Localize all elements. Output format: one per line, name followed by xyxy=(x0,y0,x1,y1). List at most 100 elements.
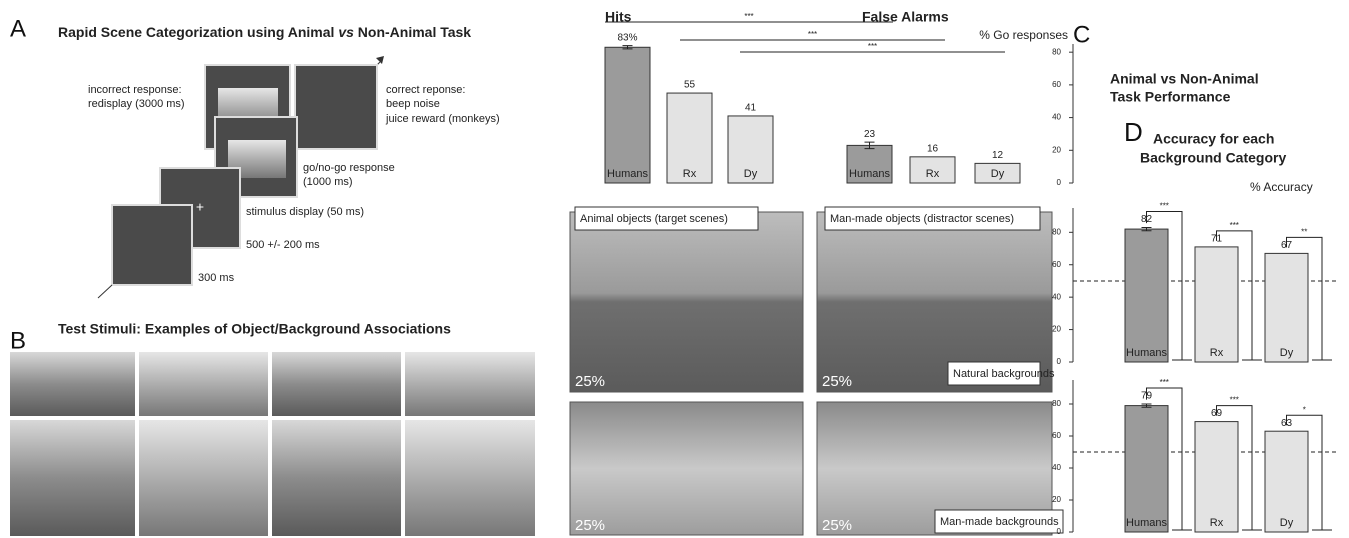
bar-category-label: Dy xyxy=(1280,347,1294,359)
value-label: 41 xyxy=(745,103,757,114)
significance-label: *** xyxy=(1230,221,1239,230)
proportion: 25% xyxy=(822,517,852,534)
panel-letter: B xyxy=(10,327,26,354)
annotation: correct reponse: xyxy=(386,84,465,96)
bar-category-label: Rx xyxy=(926,168,940,180)
title-part: Rapid Scene Categorization using Animal xyxy=(58,24,338,40)
bar xyxy=(974,162,1021,184)
error-bar xyxy=(1141,403,1152,408)
y-tick-label: 20 xyxy=(1052,145,1061,154)
y-tick-label: 60 xyxy=(1052,431,1061,440)
row-label: Natural backgrounds xyxy=(953,368,1055,380)
proportion: 25% xyxy=(575,517,605,534)
row-label: Man-made backgrounds xyxy=(940,516,1059,528)
chart-title: Background Category xyxy=(1140,150,1286,166)
bar-category-label: Rx xyxy=(1210,517,1224,529)
significance-label: *** xyxy=(744,12,753,21)
significance-label: * xyxy=(1303,405,1306,414)
column-label: Man-made objects (distractor scenes) xyxy=(830,213,1014,225)
panel-letter: D xyxy=(1124,117,1143,147)
y-tick-label: 0 xyxy=(1057,527,1062,536)
y-tick-label: 20 xyxy=(1052,495,1061,504)
bar-category-label: Rx xyxy=(683,168,697,180)
y-tick-label: 80 xyxy=(1052,399,1061,408)
significance-label: *** xyxy=(1160,378,1169,387)
scene-image xyxy=(569,401,804,536)
error-bar xyxy=(622,45,633,50)
label-box xyxy=(574,206,759,231)
significance-bracket xyxy=(1216,405,1262,531)
bar xyxy=(1264,430,1309,533)
value-label: 83% xyxy=(617,32,637,43)
annotation: 300 ms xyxy=(198,272,235,284)
y-tick-label: 0 xyxy=(1057,357,1062,366)
label-box xyxy=(824,206,1041,231)
error-bar xyxy=(864,141,875,150)
y-tick-label: 40 xyxy=(1052,463,1061,472)
bar-category-label: Dy xyxy=(1280,517,1294,529)
scene-photos xyxy=(569,206,1064,536)
significance-label: *** xyxy=(1230,396,1239,405)
bar-category-label: Dy xyxy=(991,168,1005,180)
label-box xyxy=(934,509,1064,534)
error-bar xyxy=(1141,226,1152,232)
y-tick-label: 60 xyxy=(1052,80,1061,89)
proportion: 25% xyxy=(575,373,605,390)
significance-label: ** xyxy=(1301,227,1307,236)
arrow-head xyxy=(376,56,384,64)
trial-frames xyxy=(97,56,384,299)
bar-category-label: Rx xyxy=(1210,347,1224,359)
stimulus-image xyxy=(139,420,268,536)
bar xyxy=(1194,421,1239,533)
label-box xyxy=(947,361,1041,386)
title-part: vs xyxy=(338,24,354,40)
group-label: False Alarms xyxy=(862,9,949,25)
significance-label: *** xyxy=(808,30,817,39)
bar xyxy=(727,115,774,184)
bar xyxy=(1194,246,1239,363)
y-tick-label: 40 xyxy=(1052,292,1061,301)
annotation: 500 +/- 200 ms xyxy=(246,239,320,251)
panel-title: Rapid Scene Categorization using Animal … xyxy=(58,24,471,40)
panel-title: Test Stimuli: Examples of Object/Backgro… xyxy=(58,321,451,337)
significance-label: *** xyxy=(1160,202,1169,211)
bar xyxy=(1264,252,1309,363)
bar xyxy=(666,92,713,184)
y-tick-label: 80 xyxy=(1052,227,1061,236)
frame xyxy=(294,64,378,150)
annotation: beep noise xyxy=(386,98,440,110)
chart-title: Task Performance xyxy=(1110,89,1231,105)
annotation: stimulus display (50 ms) xyxy=(246,206,364,218)
annotation: go/no-go response xyxy=(303,162,395,174)
significance-bracket xyxy=(1216,230,1262,361)
column-label: Animal objects (target scenes) xyxy=(580,213,728,225)
y-tick-label: 40 xyxy=(1052,113,1061,122)
stimulus-image xyxy=(139,352,268,416)
bar-category-label: Dy xyxy=(744,168,758,180)
significance-bracket xyxy=(1286,414,1332,531)
title-part: Non-Animal Task xyxy=(354,24,471,40)
annotation: incorrect response: xyxy=(88,84,182,96)
stimulus-image xyxy=(405,420,535,536)
bar xyxy=(909,156,956,184)
value-label: 23 xyxy=(864,129,876,140)
stimulus-image xyxy=(10,352,135,416)
bar-category-label: Humans xyxy=(1126,517,1167,529)
arrow-tail xyxy=(97,284,113,299)
stimulus-image xyxy=(272,420,401,536)
stimulus-grid xyxy=(10,352,535,536)
bar xyxy=(846,144,893,184)
stimulus-image xyxy=(272,352,401,416)
group-label: Hits xyxy=(605,9,632,25)
bar xyxy=(1124,405,1169,533)
y-axis-label: % Go responses xyxy=(979,28,1068,42)
value-label: 16 xyxy=(927,143,939,154)
panel-letter: A xyxy=(10,15,26,42)
fixation-cross: + xyxy=(196,199,204,215)
value-label: 55 xyxy=(684,80,696,91)
significance-bracket xyxy=(1286,236,1332,361)
stimulus-image xyxy=(405,352,535,416)
significance-bracket xyxy=(1146,210,1192,361)
y-tick-label: 20 xyxy=(1052,325,1061,334)
